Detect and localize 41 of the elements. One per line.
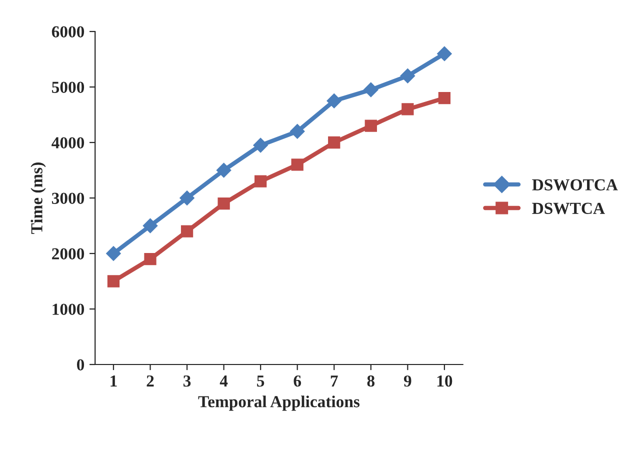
point xyxy=(254,175,267,188)
point xyxy=(144,252,156,266)
y-tick-label: 6000 xyxy=(52,26,84,38)
y-tick-label: 1000 xyxy=(52,304,84,315)
point xyxy=(328,136,340,149)
x-tick-label: 8 xyxy=(367,375,375,387)
x-tick-label: 4 xyxy=(220,376,228,386)
point xyxy=(142,218,158,234)
y-tick-label: 2000 xyxy=(52,248,84,260)
point xyxy=(291,158,304,171)
x-axis-title: Temporal Applications xyxy=(198,396,360,411)
y-tick-label: 0 xyxy=(76,359,84,370)
x-tick-label: 10 xyxy=(437,375,452,387)
point xyxy=(364,120,377,132)
x-tick-label: 1 xyxy=(110,375,117,386)
x-tick-label: 3 xyxy=(183,375,191,387)
legend-label: DSWOTCA xyxy=(532,179,618,191)
y-tick-label: 4000 xyxy=(52,137,84,148)
point xyxy=(290,124,305,139)
point xyxy=(363,82,378,98)
point xyxy=(402,103,414,116)
point xyxy=(106,246,121,261)
point xyxy=(253,138,268,153)
y-tick-label: 3000 xyxy=(52,192,84,204)
x-tick-label: 5 xyxy=(257,376,264,387)
point xyxy=(437,46,452,62)
point xyxy=(216,162,232,178)
point xyxy=(180,225,194,238)
point xyxy=(438,92,451,104)
x-tick-label: 7 xyxy=(330,376,338,386)
point xyxy=(107,275,120,288)
point xyxy=(326,93,342,108)
x-tick-label: 2 xyxy=(146,375,154,386)
y-axis-title: Time (ms) xyxy=(30,162,46,234)
y-tick-label: 5000 xyxy=(52,82,84,93)
point xyxy=(400,68,416,84)
legend-label: DSWTCA xyxy=(532,202,605,214)
point xyxy=(180,190,194,206)
x-tick-label: 9 xyxy=(404,375,412,387)
point xyxy=(218,197,230,210)
x-tick-label: 6 xyxy=(294,375,302,387)
